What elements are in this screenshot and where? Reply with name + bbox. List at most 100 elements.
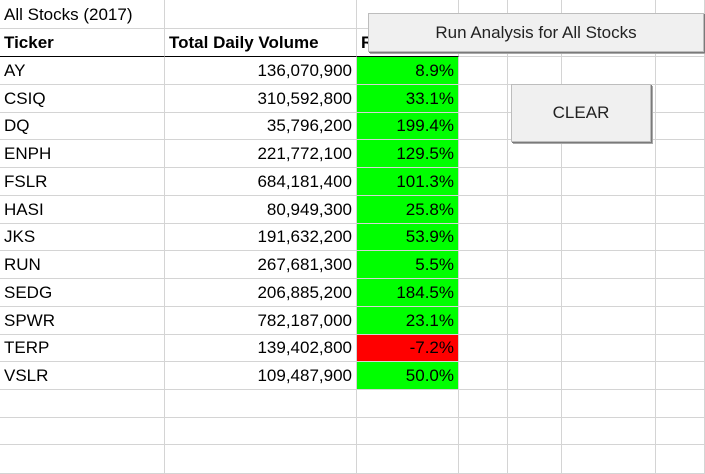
sheet-cell[interactable] [459,362,508,390]
sheet-cell[interactable] [459,223,508,252]
sheet-cell[interactable] [165,417,357,445]
ticker-cell[interactable]: VSLR [0,362,165,390]
sheet-cell[interactable] [562,195,656,224]
sheet-cell[interactable] [656,195,705,224]
sheet-cell[interactable] [459,417,508,445]
sheet-cell[interactable] [562,279,656,307]
sheet-cell[interactable] [165,390,357,418]
ticker-cell[interactable]: ENPH [0,140,165,168]
sheet-cell[interactable] [562,223,656,252]
sheet-cell[interactable] [165,444,357,474]
sheet-cell[interactable] [562,390,656,418]
sheet-cell[interactable] [656,334,705,363]
sheet-cell[interactable] [508,195,562,224]
sheet-cell[interactable] [656,84,705,113]
sheet-cell[interactable] [656,279,705,307]
sheet-cell[interactable] [562,140,656,168]
volume-cell[interactable]: 139,402,800 [165,334,357,363]
sheet-cell[interactable] [508,251,562,279]
volume-cell[interactable]: 206,885,200 [165,279,357,307]
volume-cell[interactable]: 782,187,000 [165,306,357,335]
sheet-cell[interactable] [562,306,656,335]
volume-cell[interactable]: 109,487,900 [165,362,357,390]
ticker-cell[interactable]: FSLR [0,168,165,196]
sheet-cell[interactable] [459,57,508,85]
ticker-cell[interactable]: HASI [0,195,165,224]
ticker-cell[interactable]: CSIQ [0,84,165,113]
clear-button[interactable]: CLEAR [511,84,651,142]
header-volume[interactable]: Total Daily Volume [165,29,357,57]
sheet-cell[interactable] [459,334,508,363]
sheet-cell[interactable] [562,168,656,196]
ticker-cell[interactable]: SPWR [0,306,165,335]
ticker-cell[interactable]: SEDG [0,279,165,307]
return-cell[interactable]: 50.0% [357,362,459,390]
volume-cell[interactable]: 191,632,200 [165,223,357,252]
sheet-cell[interactable] [656,57,705,85]
sheet-cell[interactable] [459,140,508,168]
sheet-cell[interactable] [357,417,459,445]
sheet-cell[interactable] [656,444,705,474]
sheet-cell[interactable] [656,251,705,279]
ticker-cell[interactable]: AY [0,57,165,85]
volume-cell[interactable]: 80,949,300 [165,195,357,224]
return-cell[interactable]: 23.1% [357,306,459,335]
sheet-cell[interactable] [459,251,508,279]
sheet-cell[interactable] [459,279,508,307]
run-analysis-button[interactable]: Run Analysis for All Stocks [368,13,704,52]
sheet-cell[interactable] [357,444,459,474]
sheet-cell[interactable] [459,84,508,113]
return-cell[interactable]: 53.9% [357,223,459,252]
ticker-cell[interactable]: RUN [0,251,165,279]
sheet-cell[interactable] [562,251,656,279]
ticker-cell[interactable]: TERP [0,334,165,363]
volume-cell[interactable]: 221,772,100 [165,140,357,168]
sheet-cell[interactable] [508,444,562,474]
return-cell[interactable]: 5.5% [357,251,459,279]
sheet-cell[interactable] [656,417,705,445]
sheet-cell[interactable] [508,279,562,307]
ticker-cell[interactable]: JKS [0,223,165,252]
sheet-cell[interactable] [562,57,656,85]
sheet-cell[interactable] [459,195,508,224]
sheet-cell[interactable] [508,223,562,252]
sheet-cell[interactable] [562,362,656,390]
return-cell[interactable]: 184.5% [357,279,459,307]
sheet-cell[interactable] [508,417,562,445]
return-cell[interactable]: -7.2% [357,334,459,363]
sheet-cell[interactable] [0,417,165,445]
return-cell[interactable]: 199.4% [357,112,459,141]
sheet-cell[interactable] [0,390,165,418]
sheet-cell[interactable] [656,362,705,390]
sheet-cell[interactable] [656,223,705,252]
return-cell[interactable]: 129.5% [357,140,459,168]
sheet-cell[interactable] [656,306,705,335]
volume-cell[interactable]: 136,070,900 [165,57,357,85]
sheet-cell[interactable] [508,334,562,363]
sheet-title[interactable]: All Stocks (2017) [0,0,165,29]
return-cell[interactable]: 101.3% [357,168,459,196]
sheet-cell[interactable] [562,334,656,363]
sheet-cell[interactable] [508,140,562,168]
header-ticker[interactable]: Ticker [0,29,165,57]
sheet-cell[interactable] [508,306,562,335]
sheet-cell[interactable] [508,57,562,85]
sheet-cell[interactable] [656,140,705,168]
return-cell[interactable]: 25.8% [357,195,459,224]
sheet-cell[interactable] [508,168,562,196]
volume-cell[interactable]: 684,181,400 [165,168,357,196]
volume-cell[interactable]: 35,796,200 [165,112,357,141]
sheet-cell[interactable] [562,417,656,445]
return-cell[interactable]: 8.9% [357,57,459,85]
sheet-cell[interactable] [656,390,705,418]
volume-cell[interactable]: 310,592,800 [165,84,357,113]
sheet-cell[interactable] [656,112,705,141]
sheet-cell[interactable] [0,444,165,474]
sheet-cell[interactable] [165,0,357,29]
ticker-cell[interactable]: DQ [0,112,165,141]
sheet-cell[interactable] [357,390,459,418]
sheet-cell[interactable] [508,390,562,418]
volume-cell[interactable]: 267,681,300 [165,251,357,279]
sheet-cell[interactable] [459,306,508,335]
sheet-cell[interactable] [459,390,508,418]
